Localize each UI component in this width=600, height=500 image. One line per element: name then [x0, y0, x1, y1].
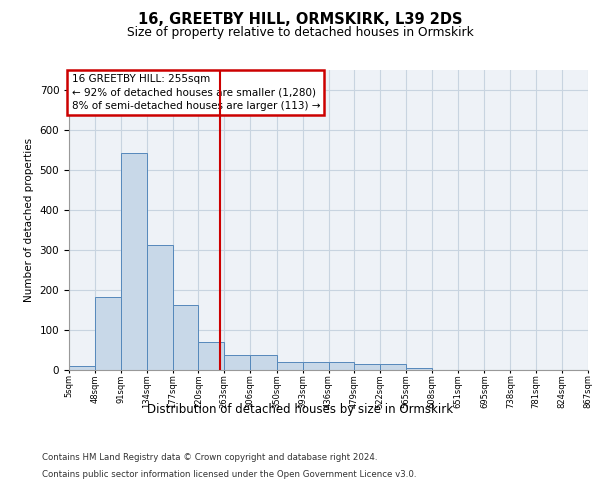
Bar — [199, 342, 224, 370]
Bar — [406, 368, 432, 370]
Bar — [95, 297, 121, 370]
Bar — [121, 153, 146, 370]
Text: Size of property relative to detached houses in Ormskirk: Size of property relative to detached ho… — [127, 26, 473, 39]
Text: 16, GREETBY HILL, ORMSKIRK, L39 2DS: 16, GREETBY HILL, ORMSKIRK, L39 2DS — [138, 12, 462, 28]
Bar — [250, 355, 277, 370]
Bar — [69, 366, 95, 370]
Bar — [224, 355, 250, 370]
Bar — [329, 362, 355, 370]
Text: Contains HM Land Registry data © Crown copyright and database right 2024.: Contains HM Land Registry data © Crown c… — [42, 452, 377, 462]
Bar — [173, 305, 199, 370]
Bar — [277, 362, 302, 370]
Bar — [302, 362, 329, 370]
Text: Contains public sector information licensed under the Open Government Licence v3: Contains public sector information licen… — [42, 470, 416, 479]
Text: 16 GREETBY HILL: 255sqm
← 92% of detached houses are smaller (1,280)
8% of semi-: 16 GREETBY HILL: 255sqm ← 92% of detache… — [71, 74, 320, 111]
Bar — [380, 364, 406, 370]
Text: Distribution of detached houses by size in Ormskirk: Distribution of detached houses by size … — [147, 402, 453, 415]
Bar — [146, 245, 173, 370]
Y-axis label: Number of detached properties: Number of detached properties — [24, 138, 34, 302]
Bar — [355, 364, 380, 370]
